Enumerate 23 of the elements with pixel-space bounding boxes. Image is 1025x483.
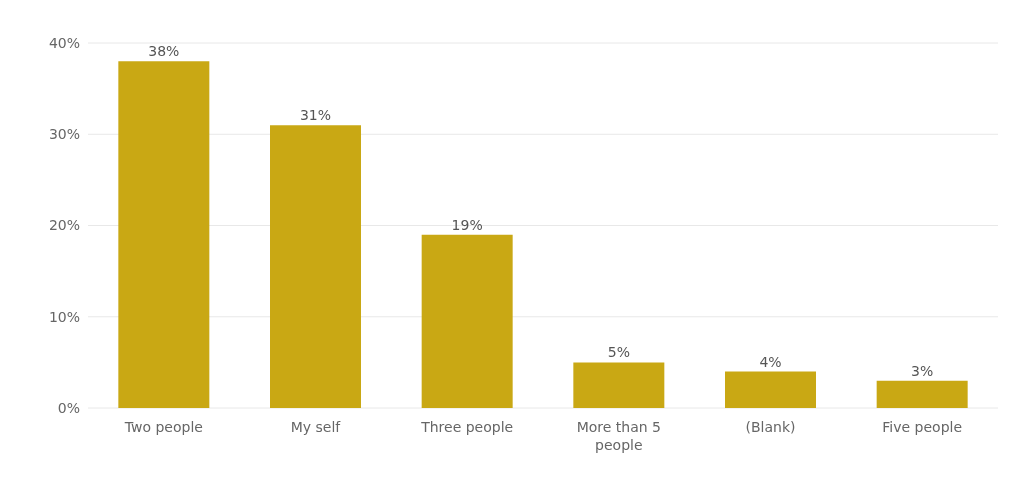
x-tick-label: (Blank): [745, 419, 796, 435]
data-label: 19%: [451, 216, 483, 233]
data-label: 38%: [148, 43, 180, 60]
bar: [573, 362, 665, 408]
y-tick-label: 0%: [57, 399, 80, 416]
x-tick-label: Five people: [882, 419, 963, 435]
x-tick-label: My self: [290, 419, 342, 435]
x-tick-label: Three people: [420, 419, 514, 435]
data-label: 5%: [607, 344, 630, 361]
bar: [876, 380, 968, 408]
data-label: 4%: [759, 353, 782, 370]
y-tick-label: 30%: [48, 126, 80, 143]
y-tick-label: 20%: [48, 217, 80, 234]
y-tick-label: 10%: [48, 308, 80, 325]
data-label: 31%: [299, 107, 332, 124]
bar: [421, 234, 513, 408]
y-tick-label: 40%: [48, 34, 80, 51]
bar: [118, 61, 210, 408]
x-tick-label: More than 5 people: [576, 419, 661, 453]
bar: [725, 371, 816, 408]
x-tick-label: Two people: [123, 419, 203, 435]
bar: [270, 125, 361, 408]
data-label: 3%: [911, 362, 934, 379]
